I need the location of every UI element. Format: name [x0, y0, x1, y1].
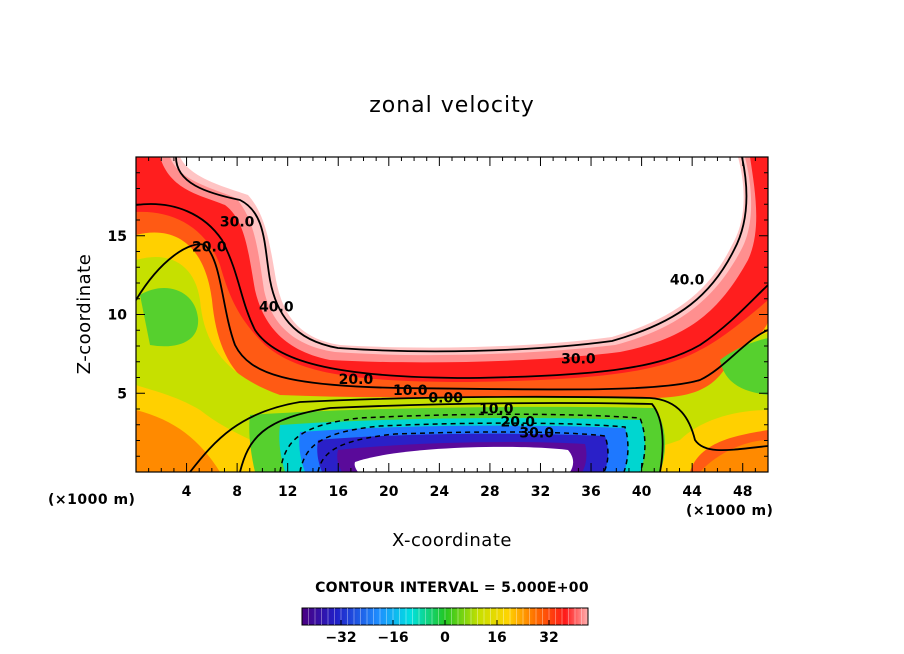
contour-interval-label: CONTOUR INTERVAL = 5.000E+00	[315, 580, 589, 596]
contour-line-10	[189, 395, 768, 472]
x-axis-ticks: 4 8 12 16 20 24 28 32 36 40 44 48	[148, 157, 756, 500]
band-white-bottom	[354, 446, 574, 472]
colorbar-tick-label: −16	[377, 630, 408, 646]
y-tick-label: 15	[108, 229, 127, 245]
x-tick-label: 48	[733, 484, 752, 500]
x-tick-label: 40	[632, 484, 652, 500]
contour-line-30	[136, 203, 768, 379]
x-tick-label: 36	[581, 484, 600, 500]
colorbar-segments	[308, 608, 582, 625]
contour-label: 20.0	[339, 372, 374, 388]
contour-line-20	[136, 243, 768, 391]
contour-labels: 30.020.040.020.010.0 0.0010.020.030.030.0…	[192, 214, 705, 441]
y-tick-label: 10	[108, 308, 128, 324]
contour-label: 30.0	[561, 351, 596, 367]
contour-label: 10.0	[479, 402, 514, 418]
contour-label: 40.0	[259, 299, 294, 315]
contour-label: 30.0	[519, 425, 554, 441]
x-tick-label: 8	[232, 484, 242, 500]
y-axis-ticks: 5 10 15	[108, 172, 768, 457]
band-white-top	[180, 157, 744, 348]
y-tick-label: 5	[117, 386, 127, 402]
x-axis-label: X-coordinate	[392, 530, 512, 551]
contour-label: 40.0	[670, 273, 705, 289]
colorbar-ticks: −32 −16 0 16 32	[325, 620, 559, 646]
x-tick-label: 32	[531, 484, 550, 500]
x-tick-label: 28	[480, 484, 499, 500]
x-axis-unit-right: (×1000 m)	[686, 503, 773, 519]
colorbar-tick-label: 16	[487, 630, 506, 646]
filled-contours	[136, 157, 768, 472]
x-tick-label: 24	[430, 484, 450, 500]
colorbar-tick-label: 32	[539, 630, 558, 646]
x-tick-label: 44	[682, 484, 702, 500]
contour-label: 20.0	[192, 240, 227, 256]
contour-label: 0.00	[428, 391, 463, 407]
contour-label: 20.0	[500, 414, 535, 430]
contour-line-0	[239, 402, 664, 472]
colorbar-tick-label: −32	[325, 630, 356, 646]
x-tick-label: 16	[328, 484, 347, 500]
band-orange	[136, 296, 768, 472]
y-axis-label: Z-coordinate	[74, 254, 95, 375]
contour-line-40	[175, 157, 748, 353]
colorbar-tick-label: 0	[440, 630, 450, 646]
contour-line-neg	[279, 413, 646, 472]
contour-label: 10.0	[393, 383, 428, 399]
contour-label: 30.0	[220, 214, 255, 230]
x-axis-unit-left: (×1000 m)	[48, 492, 135, 508]
x-tick-label: 4	[182, 484, 192, 500]
chart-title: zonal velocity	[369, 93, 535, 118]
x-tick-label: 12	[278, 484, 297, 500]
x-tick-label: 20	[379, 484, 399, 500]
